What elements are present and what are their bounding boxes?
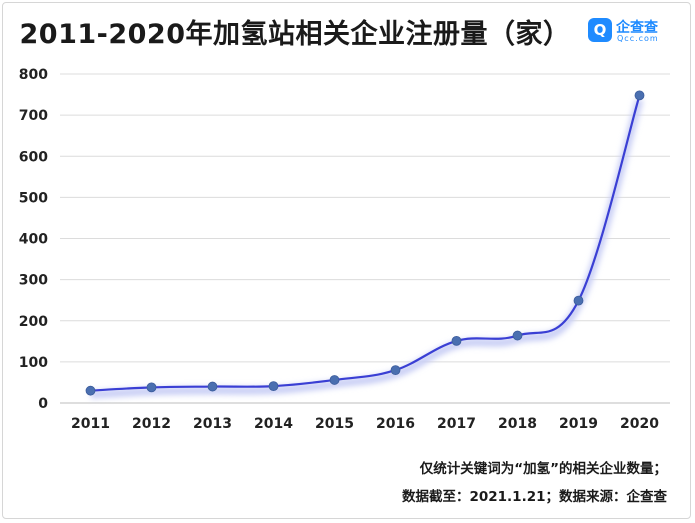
x-tick-label-2015: 2015 xyxy=(315,416,354,432)
footnote-source: 数据截至：2021.1.21；数据来源：企查查 xyxy=(401,489,667,505)
data-point-2014 xyxy=(268,381,279,392)
data-point-2019 xyxy=(573,295,584,306)
y-tick-label-800: 800 xyxy=(19,67,48,83)
x-tick-label-2019: 2019 xyxy=(559,416,598,432)
qcc-logo-icon: Q xyxy=(588,18,612,42)
brand-logo: Q 企查查 Qcc.com xyxy=(588,14,688,50)
series-line-path xyxy=(90,95,641,392)
y-axis-ticks: 0 100 200 300 400 500 600 700 800 xyxy=(19,67,48,412)
chart-title: 2011-2020年加氢站相关企业注册量（家） xyxy=(19,19,571,50)
series-line-glow xyxy=(90,98,644,399)
data-point-2011 xyxy=(85,385,96,396)
x-tick-label-2016: 2016 xyxy=(376,416,415,432)
chart-frame xyxy=(2,2,691,519)
y-tick-label-100: 100 xyxy=(19,355,48,371)
footnote-scope: 仅统计关键词为“加氢”的相关企业数量； xyxy=(419,461,667,477)
data-point-2020 xyxy=(634,90,645,101)
x-tick-label-2011: 2011 xyxy=(71,416,110,432)
y-tick-label-700: 700 xyxy=(19,108,48,124)
y-tick-label-600: 600 xyxy=(19,149,48,165)
y-tick-label-500: 500 xyxy=(19,190,48,206)
x-tick-label-2017: 2017 xyxy=(437,416,476,432)
y-tick-label-300: 300 xyxy=(19,273,48,289)
y-tick-label-200: 200 xyxy=(19,314,48,330)
x-axis-ticks: 2011 2012 2013 2014 2015 2016 2017 2018 2019 2020 xyxy=(71,416,659,432)
grid-lines xyxy=(60,73,670,404)
x-tick-label-2012: 2012 xyxy=(132,416,171,432)
data-point-2016 xyxy=(390,365,401,376)
data-point-2017 xyxy=(451,336,462,346)
logo-name: 企查查 xyxy=(616,20,658,36)
x-tick-label-2013: 2013 xyxy=(193,416,232,432)
data-point-2012 xyxy=(146,382,157,393)
data-point-2018 xyxy=(512,330,523,341)
data-point-2013 xyxy=(207,381,218,392)
x-tick-label-2014: 2014 xyxy=(254,416,293,432)
series-points xyxy=(85,90,645,396)
x-tick-label-2020: 2020 xyxy=(620,416,659,432)
series-line xyxy=(90,95,644,399)
y-tick-label-400: 400 xyxy=(19,232,48,248)
y-tick-label-0: 0 xyxy=(38,396,48,412)
data-point-2015 xyxy=(329,375,340,385)
x-tick-label-2018: 2018 xyxy=(498,416,537,432)
logo-domain: Qcc.com xyxy=(617,34,659,43)
